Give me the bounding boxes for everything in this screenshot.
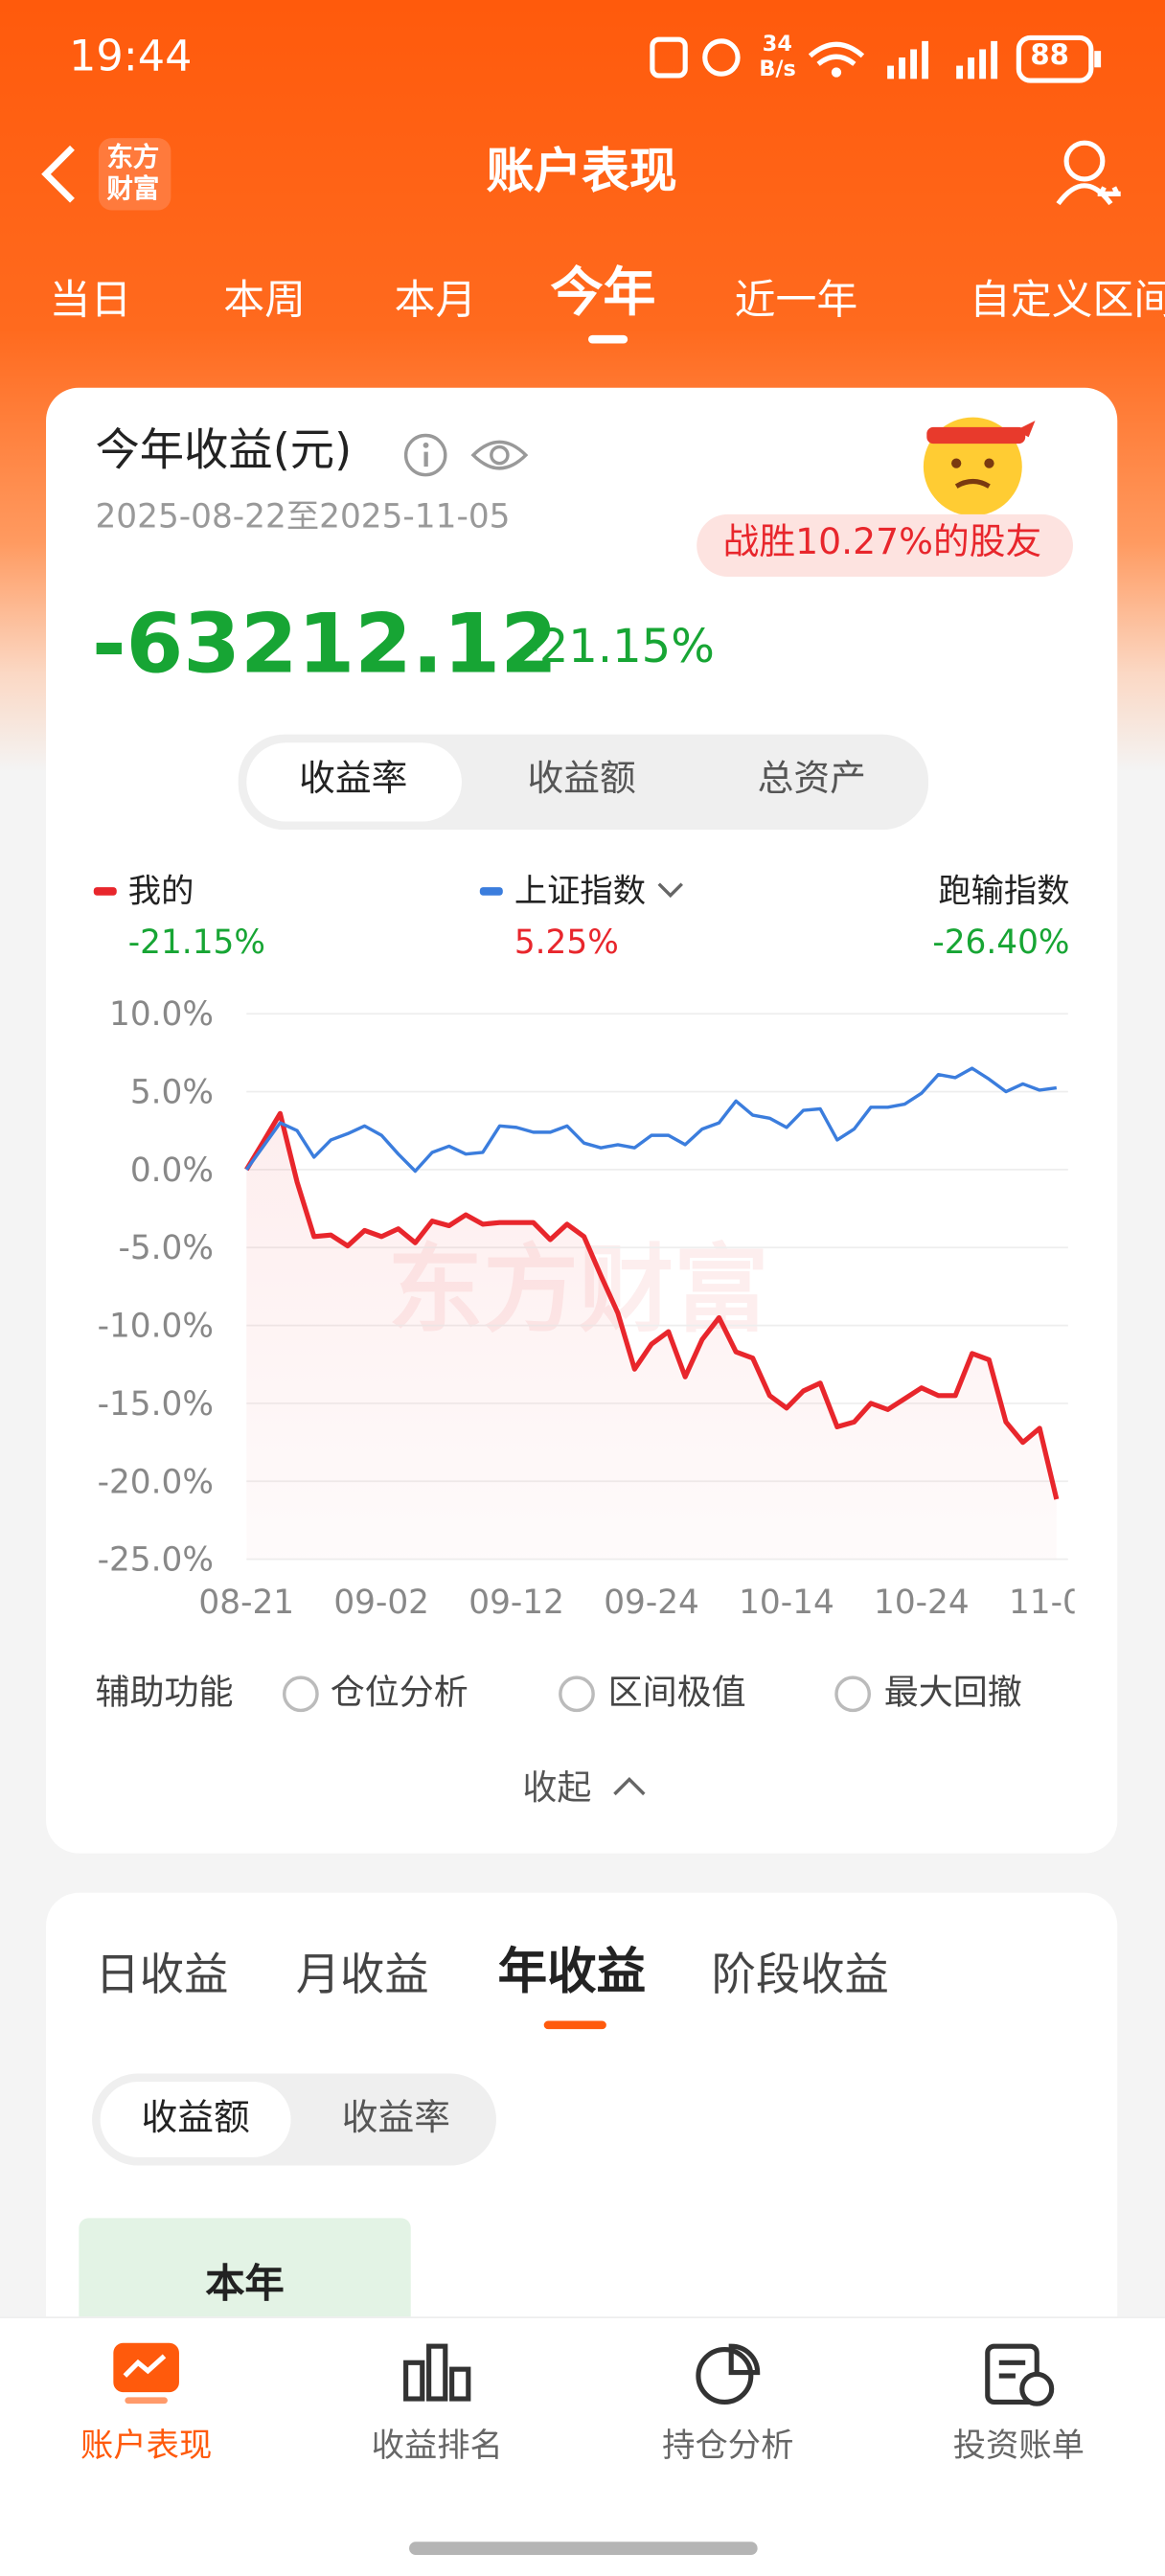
y-tick-label: -15.0% bbox=[98, 1385, 214, 1424]
toggle-option[interactable]: 收益率 bbox=[341, 2098, 450, 2140]
net-speed-value: 34 bbox=[762, 33, 792, 58]
line bbox=[244, 1110, 1060, 1500]
page-title: 账户表现 bbox=[486, 143, 677, 199]
y-tick-label: 5.0% bbox=[130, 1074, 214, 1112]
summary-title: 今年收益(元) bbox=[95, 425, 353, 477]
status-time: 19:44 bbox=[69, 33, 193, 82]
earnings-tab[interactable]: 月收益 bbox=[295, 1949, 429, 2001]
x-tick-label: 09-24 bbox=[604, 1584, 699, 1622]
toggle-option[interactable]: 总资产 bbox=[757, 759, 866, 801]
collapse-button[interactable]: 收起 bbox=[522, 1767, 592, 1808]
bottom-nav bbox=[0, 2316, 1165, 2576]
x-tick-label: 10-24 bbox=[874, 1584, 970, 1622]
collapse-icon[interactable] bbox=[609, 1771, 649, 1801]
radio[interactable] bbox=[559, 1676, 595, 1713]
back-button[interactable] bbox=[36, 141, 85, 207]
summary-card bbox=[46, 387, 1118, 1854]
y-tick-label: 0.0% bbox=[130, 1151, 214, 1190]
period-tab[interactable]: 本周 bbox=[223, 276, 307, 324]
nav-icon[interactable] bbox=[108, 2339, 184, 2408]
tool-option[interactable]: 仓位分析 bbox=[330, 1672, 468, 1713]
total-amount: -63212.12 bbox=[92, 596, 558, 693]
badge-text: 战胜10.27%的股友 bbox=[722, 522, 1042, 564]
legend-name[interactable]: 上证指数 bbox=[514, 870, 647, 911]
radio[interactable] bbox=[834, 1676, 871, 1713]
nav-icon[interactable] bbox=[400, 2339, 475, 2408]
y-tick-label: -25.0% bbox=[98, 1541, 214, 1580]
toggle-option[interactable]: 收益率 bbox=[299, 759, 408, 801]
toggle-active bbox=[100, 2082, 291, 2157]
nav-item[interactable]: 持仓分析 bbox=[662, 2425, 794, 2465]
line bbox=[244, 1066, 1058, 1174]
earnings-tab-active[interactable]: 年收益 bbox=[497, 1943, 647, 2001]
dropdown-icon[interactable] bbox=[654, 878, 687, 903]
legend-name: 跑输指数 bbox=[938, 870, 1070, 911]
legend-value: -21.15% bbox=[127, 922, 265, 962]
nav-item-active[interactable]: 账户表现 bbox=[80, 2425, 213, 2465]
date-range: 2025-08-22至2025-11-05 bbox=[95, 495, 511, 536]
period-tab-active[interactable]: 今年 bbox=[550, 261, 656, 324]
logo-text: 财富 bbox=[106, 172, 160, 204]
earnings-tab[interactable]: 日收益 bbox=[95, 1949, 229, 2001]
logo bbox=[98, 138, 171, 211]
toggle-option[interactable]: 收益额 bbox=[527, 759, 636, 801]
legend-swatch bbox=[93, 887, 117, 896]
home-indicator bbox=[409, 2542, 758, 2555]
period-tab[interactable]: 当日 bbox=[49, 276, 132, 324]
period-tab[interactable]: 本月 bbox=[394, 276, 477, 324]
net-speed-unit: B/s bbox=[759, 57, 796, 82]
total-return: -21.15% bbox=[522, 619, 715, 674]
y-tick-label: -20.0% bbox=[98, 1463, 214, 1501]
nav-item[interactable]: 投资账单 bbox=[952, 2425, 1085, 2465]
y-tick-label: -5.0% bbox=[118, 1229, 214, 1267]
nav-icon[interactable] bbox=[690, 2339, 765, 2408]
y-tick-label: 10.0% bbox=[109, 995, 214, 1034]
badge bbox=[697, 513, 1073, 577]
x-tick-label: 10-14 bbox=[739, 1584, 834, 1622]
y-tick-label: -10.0% bbox=[98, 1308, 214, 1346]
legend-name: 我的 bbox=[127, 870, 194, 911]
period-tab[interactable]: 自定义区间 bbox=[969, 276, 1165, 324]
battery-level: 88 bbox=[1030, 39, 1069, 73]
x-tick-label: 08-21 bbox=[198, 1584, 294, 1622]
toggle-active bbox=[246, 742, 462, 822]
nav-icon[interactable] bbox=[981, 2339, 1057, 2408]
year-card-title: 本年 bbox=[205, 2260, 285, 2307]
legend-swatch bbox=[479, 887, 503, 896]
status-icons bbox=[650, 34, 1102, 83]
x-tick-label: 09-02 bbox=[333, 1584, 429, 1622]
summary-icons[interactable] bbox=[400, 430, 532, 479]
legend-value: -26.40% bbox=[932, 922, 1070, 962]
tool-option[interactable]: 区间极值 bbox=[607, 1672, 746, 1713]
user-button[interactable] bbox=[1052, 138, 1131, 210]
nav-item[interactable]: 收益排名 bbox=[371, 2425, 503, 2465]
x-tick-label: 11-05 bbox=[1009, 1584, 1075, 1622]
emoji bbox=[923, 417, 1036, 516]
tab-indicator bbox=[543, 2020, 606, 2030]
toggle-option[interactable]: 收益额 bbox=[141, 2098, 250, 2140]
tool-option[interactable]: 最大回撤 bbox=[883, 1672, 1022, 1713]
x-tick-label: 09-12 bbox=[468, 1584, 564, 1622]
tools-label: 辅助功能 bbox=[95, 1672, 234, 1713]
radio[interactable] bbox=[282, 1676, 319, 1713]
tab-indicator bbox=[588, 334, 628, 344]
earnings-tab[interactable]: 阶段收益 bbox=[711, 1949, 889, 2001]
period-tab[interactable]: 近一年 bbox=[734, 276, 858, 324]
logo-text: 东方 bbox=[106, 141, 160, 173]
area bbox=[246, 1113, 1057, 1560]
legend-value: 5.25% bbox=[514, 922, 619, 962]
